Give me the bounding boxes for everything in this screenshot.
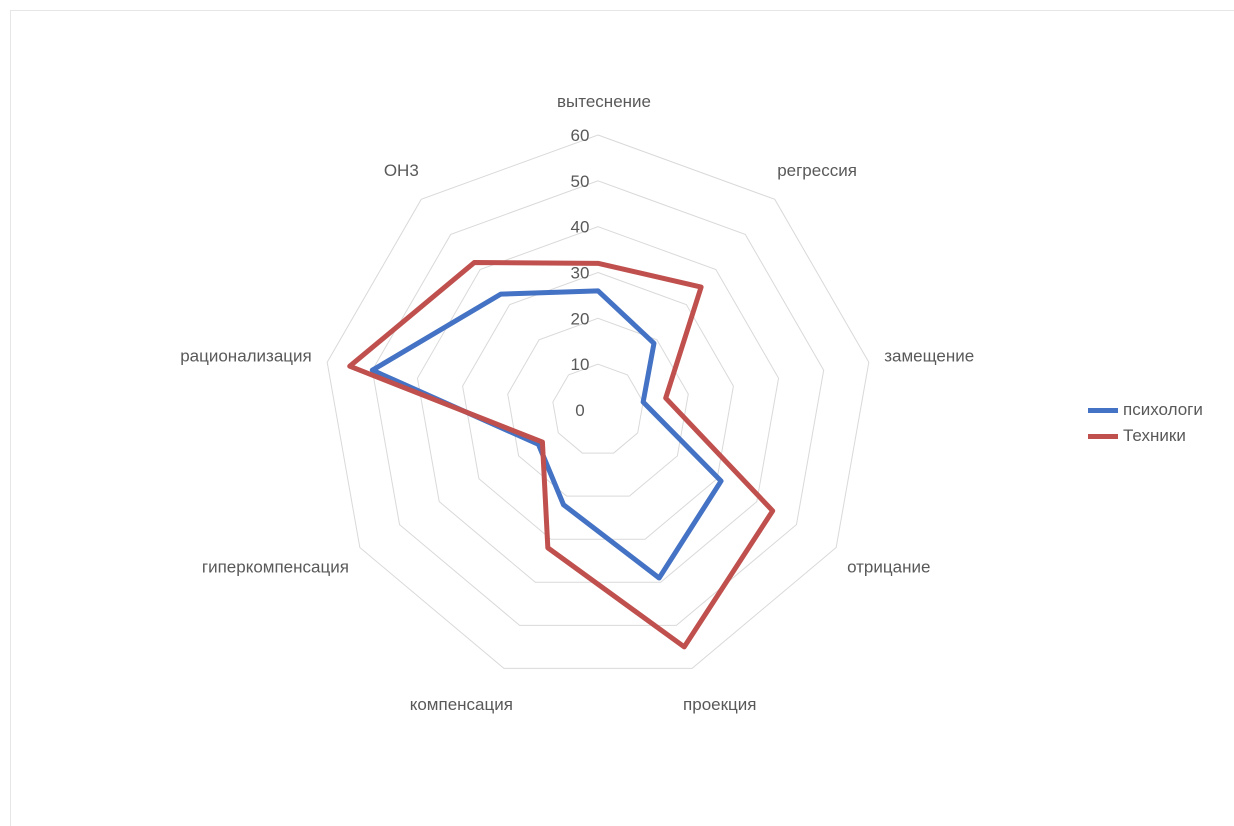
r-tick-label: 20 — [571, 309, 590, 328]
data-point-series-2 — [772, 510, 774, 512]
grid-ring — [371, 180, 825, 626]
data-point-series-1 — [658, 577, 660, 579]
data-point-series-2 — [683, 646, 685, 648]
data-point-series-1 — [537, 443, 539, 445]
legend-item-series-1: психологи — [1088, 397, 1203, 423]
category-label: проекция — [683, 695, 756, 714]
data-point-series-1 — [563, 504, 565, 506]
series-line-2 — [347, 260, 776, 650]
category-label: рационализация — [180, 347, 312, 366]
legend: психологи Техники — [1088, 397, 1203, 449]
r-tick-label: 10 — [571, 355, 590, 374]
series-line-1 — [369, 288, 724, 581]
data-point-series-2 — [665, 397, 667, 399]
category-label: вытеснение — [557, 92, 651, 111]
grid-ring — [326, 134, 870, 669]
data-point-series-2 — [541, 441, 543, 443]
legend-label-series-1: психологи — [1123, 400, 1203, 419]
legend-swatch-series-1 — [1088, 407, 1118, 413]
data-point-series-1 — [371, 369, 373, 371]
legend-item-series-2: Техники — [1088, 423, 1203, 449]
category-label: замещение — [884, 347, 974, 366]
data-point-series-2 — [349, 365, 351, 367]
data-point-series-1 — [597, 290, 599, 292]
data-point-series-1 — [500, 293, 502, 295]
r-tick-label: 40 — [571, 218, 590, 237]
r-tick-label: 30 — [571, 264, 590, 283]
data-point-series-2 — [597, 262, 599, 264]
chart-area — [10, 10, 1234, 826]
legend-label-series-2: Техники — [1123, 426, 1186, 445]
grid-ring — [507, 317, 689, 497]
category-label: компенсация — [410, 695, 513, 714]
r-tick-label: 50 — [571, 172, 590, 191]
category-label: ОН3 — [384, 161, 419, 180]
legend-swatch-series-2 — [1088, 433, 1118, 439]
category-label: регрессия — [777, 161, 857, 180]
category-label: гиперкомпенсация — [202, 558, 349, 577]
r-tick-label: 0 — [575, 401, 584, 420]
data-point-series-2 — [700, 286, 702, 288]
r-tick-label: 60 — [571, 126, 590, 145]
data-point-series-2 — [473, 262, 475, 264]
grid-ring — [462, 271, 734, 540]
data-point-series-1 — [653, 342, 655, 344]
category-label: отрицание — [847, 558, 930, 577]
data-point-series-2 — [547, 547, 549, 549]
data-point-series-1 — [720, 480, 722, 482]
grid-ring — [552, 363, 644, 454]
data-point-series-1 — [642, 401, 644, 403]
